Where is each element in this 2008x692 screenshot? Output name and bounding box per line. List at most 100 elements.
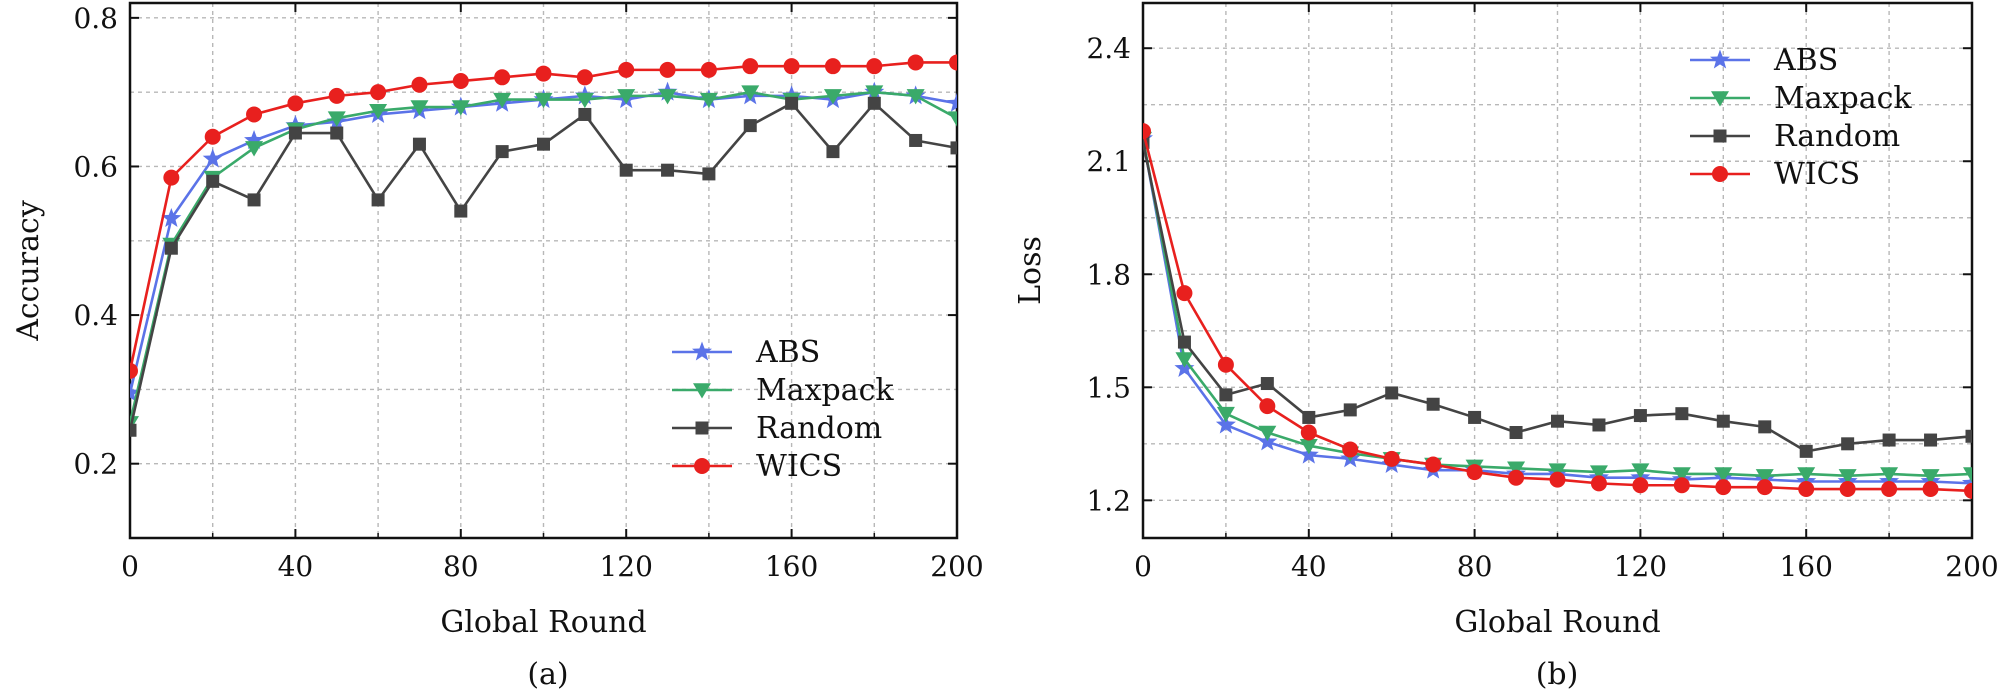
data-point-wics [1342, 441, 1359, 458]
data-point-maxpack [1921, 469, 1940, 485]
data-point-abs [244, 129, 265, 149]
data-point-wics [1143, 123, 1151, 140]
data-point-random [1260, 377, 1274, 391]
data-point-random [1716, 414, 1730, 428]
x-tick-label: 120 [599, 550, 652, 583]
x-tick-label: 160 [765, 550, 818, 583]
x-axis-label: Global Round [440, 605, 646, 640]
y-tick-label: 2.1 [1086, 145, 1131, 178]
panel-a: 0 40 80 120 160 200 0.2 0.4 0.6 0.8 Global Round Ac… [11, 1, 984, 692]
legend-marker-wics [1712, 166, 1728, 182]
legend-label-random: Random [756, 411, 882, 446]
data-point-random [1799, 444, 1813, 458]
y-tick-label: 0.8 [73, 2, 118, 35]
data-point-random [288, 126, 302, 140]
data-point-maxpack [410, 100, 429, 116]
series-random [1143, 135, 1972, 458]
data-point-maxpack [865, 85, 884, 101]
data-point-maxpack [906, 89, 925, 105]
legend-label-maxpack: Maxpack [1774, 81, 1912, 116]
data-point-random [1841, 437, 1855, 451]
series-abs [130, 81, 957, 402]
data-point-abs [130, 382, 140, 402]
data-point-maxpack [1548, 463, 1567, 479]
data-point-maxpack [1714, 467, 1733, 483]
data-point-random [619, 163, 633, 177]
data-point-maxpack [493, 92, 512, 109]
data-point-wics [130, 362, 138, 379]
y-axis-label: Loss [1013, 236, 1048, 305]
data-point-random [909, 133, 923, 147]
x-tick-label: 80 [1457, 550, 1493, 583]
legend-label-abs: ABS [755, 335, 820, 370]
data-point-wics [1259, 398, 1276, 415]
data-point-wics [328, 87, 345, 104]
data-point-random [164, 241, 178, 255]
data-point-maxpack [1838, 469, 1857, 485]
data-point-wics [1383, 450, 1400, 467]
y-tick-label: 0.2 [73, 448, 118, 481]
data-point-wics [1466, 464, 1483, 481]
y-tick-label: 0.4 [73, 299, 118, 332]
data-point-random [412, 137, 426, 151]
data-point-maxpack [1299, 438, 1318, 455]
data-point-maxpack [1797, 467, 1816, 483]
data-point-wics [1715, 479, 1732, 496]
data-point-random [537, 137, 550, 151]
x-tick-label: 40 [278, 550, 314, 583]
data-point-maxpack [741, 85, 760, 101]
data-point-random [1924, 433, 1938, 447]
data-point-random [785, 96, 799, 110]
data-point-random [661, 163, 675, 177]
data-point-maxpack [534, 92, 553, 109]
series-wics [130, 54, 957, 379]
x-tick-label: 200 [1945, 550, 1998, 583]
legend-marker-abs [1710, 49, 1730, 69]
data-point-wics [370, 84, 387, 101]
legend-label-wics: WICS [1774, 157, 1860, 192]
data-point-random [867, 96, 881, 110]
data-point-wics [1673, 477, 1690, 494]
y-tick-label: 2.4 [1086, 32, 1131, 65]
data-point-maxpack [1631, 463, 1650, 479]
x-tick-label: 160 [1779, 550, 1832, 583]
series-random [130, 96, 957, 437]
data-point-wics [1839, 481, 1856, 498]
x-tick-label: 0 [121, 550, 139, 583]
x-axis-label: Global Round [1454, 605, 1660, 640]
data-point-random [702, 167, 716, 181]
data-point-wics [1217, 356, 1234, 373]
data-point-maxpack [245, 141, 264, 157]
data-point-wics [1176, 285, 1193, 302]
x-tick-label: 40 [1291, 550, 1327, 583]
data-point-random [1551, 414, 1564, 428]
data-point-wics [1508, 469, 1525, 486]
data-point-random [330, 126, 344, 140]
data-point-wics [411, 76, 428, 93]
data-point-wics [1590, 475, 1607, 492]
legend-label-maxpack: Maxpack [756, 373, 894, 408]
x-tick-label: 120 [1614, 550, 1667, 583]
data-point-wics [1798, 481, 1815, 498]
data-point-random [826, 145, 840, 159]
data-point-random [371, 193, 385, 207]
legend-marker-wics [694, 458, 710, 474]
y-tick-label: 1.5 [1086, 371, 1131, 404]
data-point-maxpack [1880, 467, 1899, 483]
data-point-wics [783, 58, 800, 75]
data-point-maxpack [1175, 352, 1194, 368]
data-point-maxpack [575, 92, 594, 109]
data-point-wics [1300, 424, 1317, 441]
data-point-random [1468, 410, 1482, 424]
data-point-wics [535, 65, 552, 82]
data-point-wics [287, 95, 304, 112]
legend-label-random: Random [1774, 119, 1900, 154]
data-point-random [1882, 433, 1896, 447]
data-point-wics [163, 169, 180, 186]
data-point-random [1219, 388, 1233, 402]
data-point-maxpack [369, 103, 388, 120]
legend-marker-maxpack [1711, 91, 1729, 107]
